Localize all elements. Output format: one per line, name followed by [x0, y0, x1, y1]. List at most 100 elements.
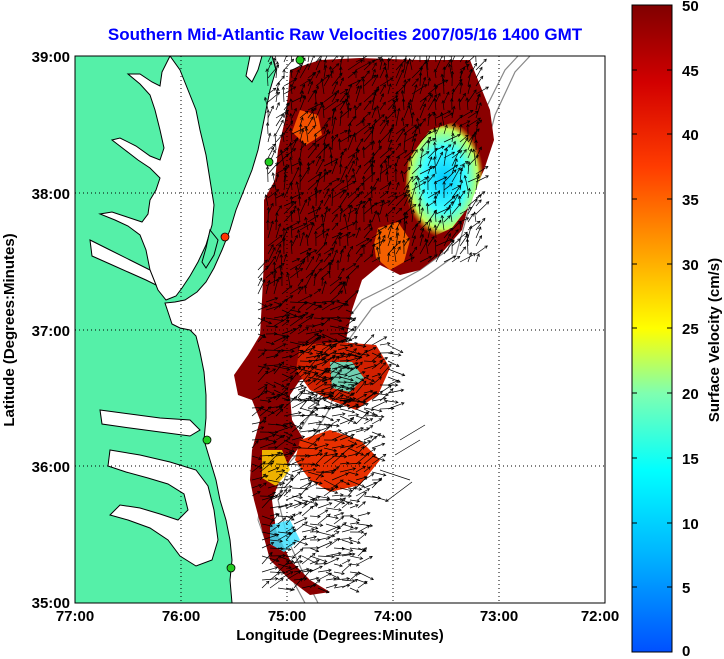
velocity-arrow	[467, 252, 472, 263]
velocity-arrow-head	[330, 417, 334, 422]
velocity-arrow	[289, 268, 303, 279]
velocity-arrow-head	[319, 199, 324, 204]
velocity-arrow-head	[401, 402, 405, 406]
velocity-arrow-head	[329, 394, 333, 398]
velocity-arrow-head	[372, 453, 377, 458]
velocity-arrow-head	[344, 129, 348, 133]
velocity-arrow	[443, 255, 456, 263]
velocity-arrow-head	[362, 399, 367, 404]
velocity-arrow-head	[365, 402, 369, 407]
velocity-arrow	[251, 406, 264, 409]
velocity-arrow	[363, 227, 373, 239]
velocity-arrow	[290, 84, 293, 95]
velocity-arrow-head	[337, 138, 342, 142]
radar-station	[220, 232, 230, 242]
velocity-arrow	[315, 449, 323, 457]
velocity-arrow	[273, 343, 286, 351]
velocity-arrow-head	[354, 69, 358, 73]
velocity-arrow	[339, 164, 342, 175]
velocity-arrow	[409, 156, 413, 167]
velocity-arrow-head	[298, 173, 302, 178]
velocity-arrow-head	[457, 238, 461, 242]
velocity-arrow-head	[283, 488, 288, 493]
velocity-arrow	[403, 221, 407, 239]
velocity-arrow-head	[319, 452, 324, 457]
velocity-arrow	[291, 436, 305, 441]
velocity-arrow-head	[298, 324, 303, 329]
velocity-arrow	[267, 147, 275, 159]
velocity-arrow	[459, 70, 462, 87]
velocity-arrow	[305, 372, 319, 383]
colorbar-tick-label: 25	[682, 321, 699, 338]
velocity-arrow	[363, 70, 370, 79]
velocity-arrow	[339, 249, 343, 263]
velocity-arrow-head	[285, 394, 290, 398]
velocity-arrow	[363, 239, 372, 247]
velocity-arrow	[291, 391, 303, 401]
velocity-arrow	[323, 208, 331, 215]
velocity-arrow	[289, 316, 304, 327]
velocity-arrow	[347, 134, 355, 151]
velocity-arrow-head	[289, 112, 293, 117]
velocity-arrow	[273, 301, 282, 306]
velocity-arrow	[363, 111, 371, 119]
velocity-arrow-head	[366, 452, 370, 457]
velocity-arrow-head	[262, 461, 266, 465]
velocity-arrow-head	[356, 85, 360, 90]
velocity-arrow-head	[272, 87, 277, 92]
velocity-arrow	[267, 162, 279, 175]
velocity-arrow	[257, 265, 269, 279]
velocity-arrow	[283, 209, 296, 223]
velocity-arrow	[309, 547, 319, 552]
velocity-arrow-head	[314, 526, 319, 530]
velocity-arrow	[315, 126, 326, 135]
velocity-arrow-head	[427, 130, 432, 135]
velocity-arrow	[257, 259, 268, 271]
velocity-arrow-head	[339, 110, 344, 114]
velocity-arrow-head	[428, 227, 432, 232]
velocity-arrow	[293, 548, 304, 557]
velocity-arrow	[386, 213, 389, 223]
velocity-arrow-head	[296, 207, 301, 211]
velocity-arrow-head	[352, 397, 357, 401]
velocity-arrow-head	[330, 259, 335, 263]
velocity-arrow-head	[327, 261, 331, 266]
velocity-arrow	[251, 426, 264, 433]
velocity-arrow	[315, 155, 321, 167]
velocity-arrow	[443, 144, 452, 151]
velocity-arrow-head	[276, 101, 280, 106]
velocity-arrow-head	[377, 57, 382, 61]
velocity-arrow	[355, 227, 361, 239]
velocity-arrow	[354, 132, 357, 143]
velocity-arrow-head	[290, 58, 295, 63]
velocity-arrow-head	[322, 342, 326, 346]
velocity-arrow-head	[264, 259, 268, 263]
velocity-arrow	[347, 439, 357, 445]
velocity-arrow-head	[417, 220, 422, 224]
velocity-arrow	[299, 79, 311, 87]
velocity-arrow	[313, 273, 317, 287]
velocity-arrow-head	[367, 223, 372, 228]
velocity-arrow-head	[405, 184, 410, 189]
velocity-arrow	[363, 382, 373, 386]
velocity-arrow-head	[362, 204, 366, 209]
velocity-arrow-head	[405, 60, 410, 65]
x-tick-label: 74:00	[374, 608, 412, 625]
velocity-arrow-head	[305, 342, 309, 347]
velocity-arrow	[371, 373, 381, 378]
velocity-arrow	[363, 454, 376, 465]
velocity-arrow	[307, 197, 311, 207]
velocity-arrow	[443, 183, 453, 191]
velocity-arrow	[301, 553, 316, 565]
velocity-arrow	[313, 259, 323, 271]
velocity-arrow	[331, 117, 336, 135]
velocity-arrow	[403, 105, 410, 119]
velocity-arrow	[299, 253, 311, 263]
velocity-arrow	[299, 248, 312, 255]
velocity-arrow	[379, 190, 389, 199]
velocity-arrow-head	[362, 370, 366, 375]
velocity-arrow	[443, 91, 450, 103]
velocity-arrow	[275, 167, 287, 175]
velocity-arrow	[403, 204, 417, 215]
velocity-arrow-head	[340, 479, 344, 483]
